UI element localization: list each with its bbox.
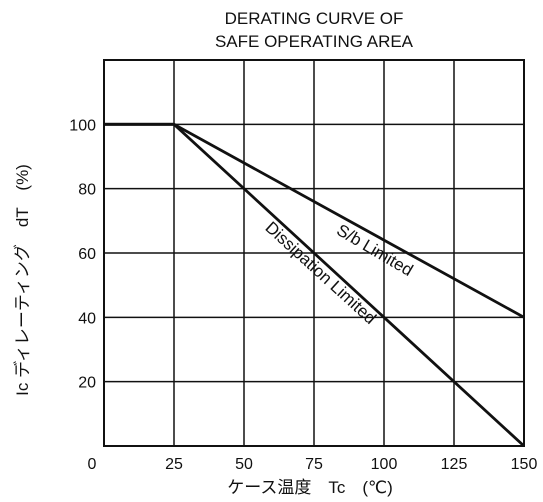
y-tick-label: 100	[69, 117, 96, 134]
x-tick-label: 25	[165, 456, 183, 473]
x-tick-labels: 0 25 50 75 100 125 150	[88, 456, 538, 473]
chart-title-line-2: SAFE OPERATING AREA	[215, 32, 414, 51]
x-tick-label: 100	[371, 456, 398, 473]
y-tick-label: 20	[78, 375, 96, 392]
x-tick-label: 75	[305, 456, 323, 473]
x-tick-label: 50	[235, 456, 253, 473]
x-axis-label: ケース温度 Tc (℃)	[227, 478, 393, 497]
series-line-dissipation-limited	[104, 122, 525, 448]
y-tick-label: 40	[78, 310, 96, 327]
x-tick-label: 125	[441, 456, 468, 473]
series-lines	[104, 122, 525, 448]
x-tick-label: 0	[88, 456, 97, 473]
plot-frame	[103, 59, 525, 447]
y-tick-labels: 20 40 60 80 100	[69, 117, 96, 391]
y-tick-label: 60	[78, 246, 96, 263]
y-tick-label: 80	[78, 182, 96, 199]
y-axis-label: Ic ディレーティング dT (%)	[12, 164, 32, 396]
chart-title-line-1: DERATING CURVE OF	[225, 9, 404, 28]
grid-lines	[104, 60, 524, 446]
x-tick-label: 150	[511, 456, 538, 473]
